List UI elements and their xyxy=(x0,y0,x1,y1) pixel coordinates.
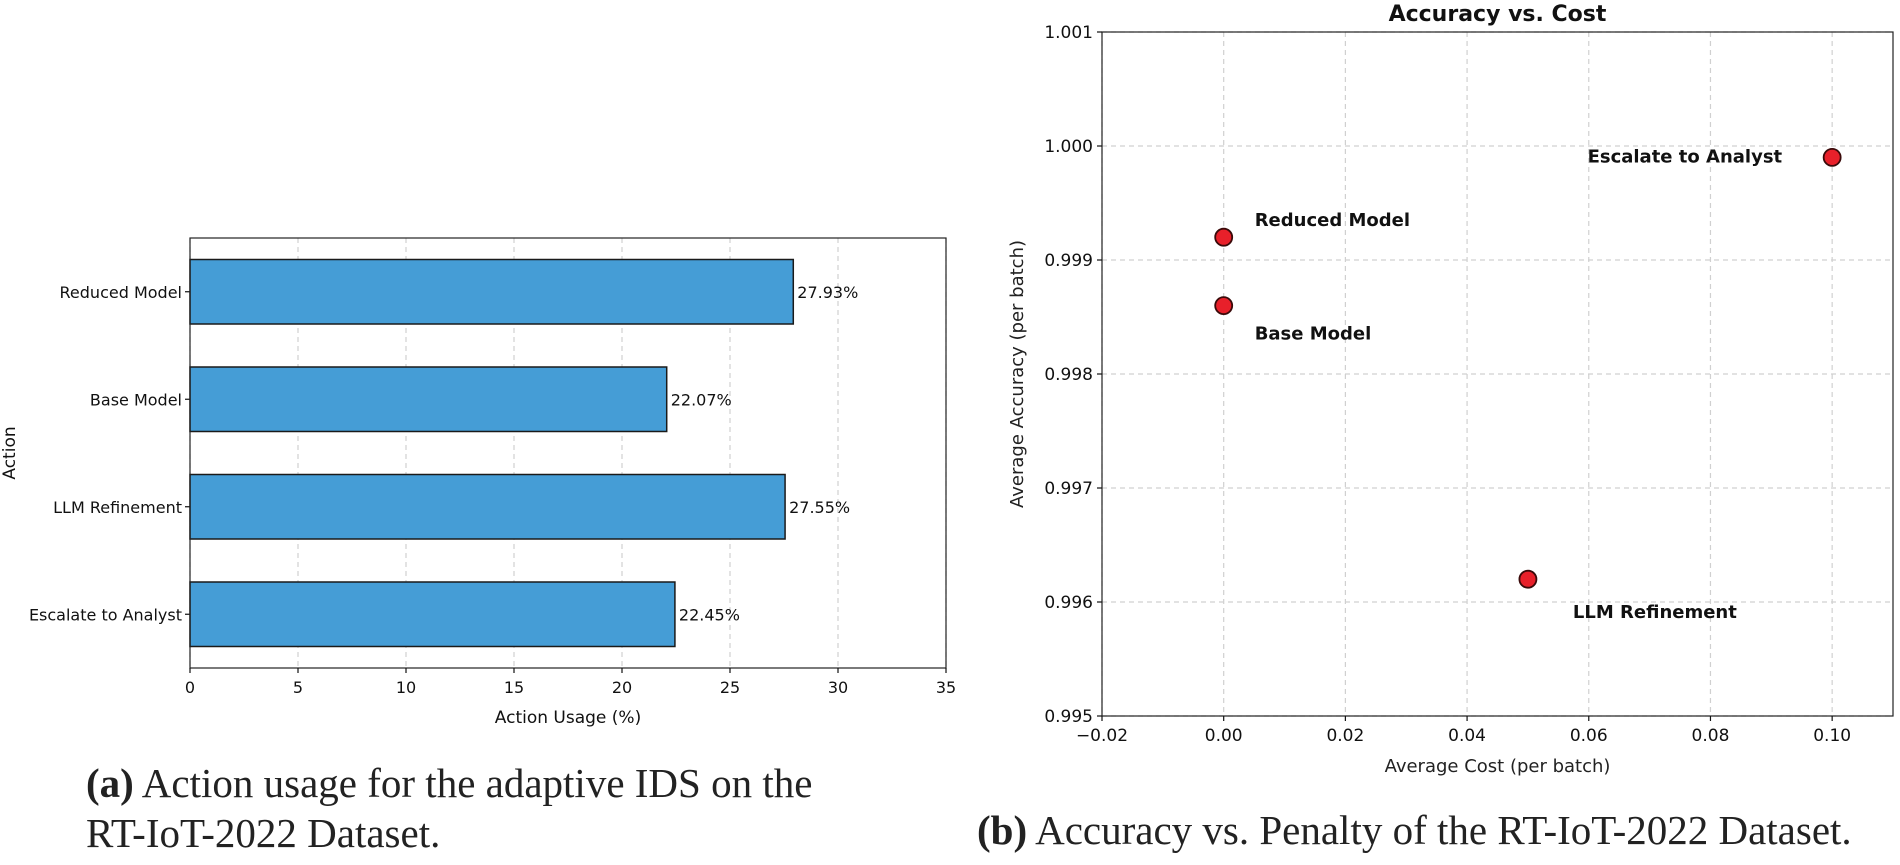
bar-value-label: 27.55% xyxy=(789,498,850,517)
y-tick-label: Escalate to Analyst xyxy=(29,605,182,624)
y-tick-label: 0.996 xyxy=(1044,593,1093,613)
caption-a-tag: (a) xyxy=(86,760,134,806)
x-tick-label: 0.04 xyxy=(1448,726,1486,746)
y-tick-label: 1.000 xyxy=(1044,137,1093,157)
x-tick-label: 0.06 xyxy=(1570,726,1608,746)
y-tick-label: 0.999 xyxy=(1044,251,1093,271)
caption-a-text-line2: RT-IoT-2022 Dataset. xyxy=(86,810,441,856)
bar xyxy=(189,473,786,540)
x-tick-label: 0.02 xyxy=(1326,726,1364,746)
caption-a-text: Action usage for the adaptive IDS on the xyxy=(133,760,813,806)
y-tick-label: Base Model xyxy=(90,390,182,409)
plot-frame xyxy=(189,237,947,669)
point-label: Escalate to Analyst xyxy=(1588,146,1783,167)
x-tick-label: −0.02 xyxy=(1076,726,1128,746)
scatter-point xyxy=(1518,569,1538,589)
x-tick-label: 15 xyxy=(504,678,524,697)
x-tick-label: 35 xyxy=(936,678,956,697)
y-tick-label: 0.997 xyxy=(1044,479,1093,499)
x-tick-label: 20 xyxy=(612,678,632,697)
x-axis-label: Average Cost (per batch) xyxy=(1385,756,1611,777)
y-tick-label: Reduced Model xyxy=(60,283,182,302)
x-tick-label: 25 xyxy=(720,678,740,697)
accuracy-vs-cost-chart: −0.02 0.00 0.02 0.04 0.06 0.08 0.10 0.995 0.996 0… xyxy=(1007,2,1894,777)
bar-value-label: 22.45% xyxy=(679,605,740,624)
point-label: Base Model xyxy=(1255,324,1372,345)
x-tick-label: 0 xyxy=(185,678,195,697)
y-tick-label: 1.001 xyxy=(1044,23,1093,43)
caption-b-text: Accuracy vs. Penalty of the RT-IoT-2022 … xyxy=(1027,807,1852,853)
scatter-point xyxy=(1214,227,1234,247)
x-tick-label: 30 xyxy=(828,678,848,697)
bar-value-label: 22.07% xyxy=(671,390,732,409)
bar xyxy=(189,581,676,648)
y-tick-label: 0.998 xyxy=(1044,365,1093,385)
chart-title: Accuracy vs. Cost xyxy=(1389,2,1607,27)
action-usage-chart: 27.93% Reduced Model 22.07% Base Model 27.55… xyxy=(0,237,956,728)
caption-b: (b) Accuracy vs. Penalty of the RT-IoT-2… xyxy=(977,805,1852,855)
y-tick-label: 0.995 xyxy=(1044,707,1093,727)
x-tick-label: 0.08 xyxy=(1692,726,1730,746)
bar xyxy=(189,366,668,433)
caption-b-tag: (b) xyxy=(977,807,1028,853)
bar xyxy=(189,258,795,325)
x-tick-label: 5 xyxy=(293,678,303,697)
y-tick-label: LLM Refinement xyxy=(53,498,182,517)
x-tick-label: 0.00 xyxy=(1205,726,1243,746)
x-tick-label: 10 xyxy=(396,678,416,697)
caption-a: (a) Action usage for the adaptive IDS on… xyxy=(86,758,812,858)
scatter-point xyxy=(1822,147,1842,167)
y-axis-label: Action xyxy=(0,426,20,479)
point-label: Reduced Model xyxy=(1255,210,1410,231)
y-axis-label: Average Accuracy (per batch) xyxy=(1007,240,1028,508)
bar-value-label: 27.93% xyxy=(797,283,858,302)
x-axis-label: Action Usage (%) xyxy=(495,708,641,728)
x-tick-label: 0.10 xyxy=(1813,726,1851,746)
point-label: LLM Refinement xyxy=(1573,602,1737,623)
scatter-point xyxy=(1214,296,1234,316)
